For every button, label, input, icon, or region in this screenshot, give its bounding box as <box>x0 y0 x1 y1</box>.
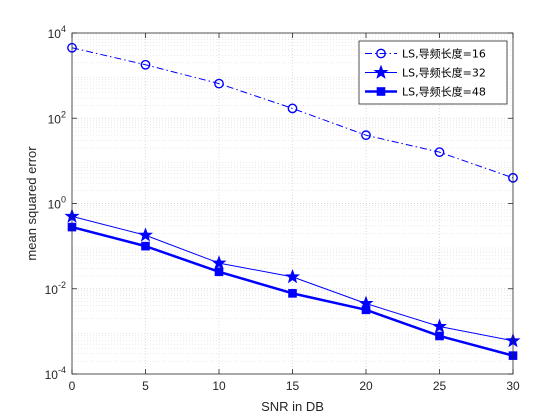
y-tick-label: 102 <box>48 109 66 126</box>
data-point <box>432 318 447 333</box>
series-line <box>71 47 514 179</box>
x-tick-label: 0 <box>69 379 76 393</box>
y-tick-label: 100 <box>48 195 66 212</box>
data-point <box>140 59 151 70</box>
legend-label: LS,导频长度=32 <box>402 66 486 80</box>
y-tick-label: 104 <box>48 24 66 41</box>
legend: LS,导频长度=16 LS,导频长度=32 LS,导频长度=48 <box>358 40 508 105</box>
x-tick-label: 30 <box>506 379 520 393</box>
data-point <box>434 147 445 158</box>
ticks-layer: 0 5 10 15 20 25 30 10-4 10-2 100 102 104 <box>45 24 520 393</box>
data-point <box>214 78 224 89</box>
legend-marker <box>376 87 386 96</box>
legend-item: LS,导频长度=48 <box>365 85 486 99</box>
x-tick-label: 10 <box>212 379 226 393</box>
data-point <box>361 305 371 315</box>
data-point <box>141 241 150 251</box>
y-tick-label: 10-2 <box>45 280 66 297</box>
series-1 <box>67 42 518 183</box>
legend-marker <box>373 64 389 79</box>
y-axis-label: mean squared error <box>24 146 39 261</box>
data-point <box>285 268 300 284</box>
data-point <box>361 130 371 141</box>
data-point <box>138 227 153 242</box>
data-point <box>214 267 224 277</box>
legend-marker <box>376 48 386 59</box>
legend-item: LS,导频长度=32 <box>365 64 486 80</box>
x-tick-label: 20 <box>359 379 373 393</box>
data-point <box>288 289 297 298</box>
data-point <box>287 103 298 114</box>
legend-item: LS,导频长度=16 <box>365 47 486 61</box>
legend-label: LS,导频长度=16 <box>402 47 486 61</box>
data-point <box>211 255 227 270</box>
y-tick-label: 10-4 <box>45 365 66 382</box>
x-axis-label: SNR in DB <box>261 399 324 414</box>
data-point <box>435 331 444 341</box>
x-tick-label: 5 <box>142 379 149 393</box>
x-tick-label: 15 <box>286 379 300 393</box>
legend-label: LS,导频长度=48 <box>402 85 486 99</box>
x-tick-label: 25 <box>433 379 447 393</box>
